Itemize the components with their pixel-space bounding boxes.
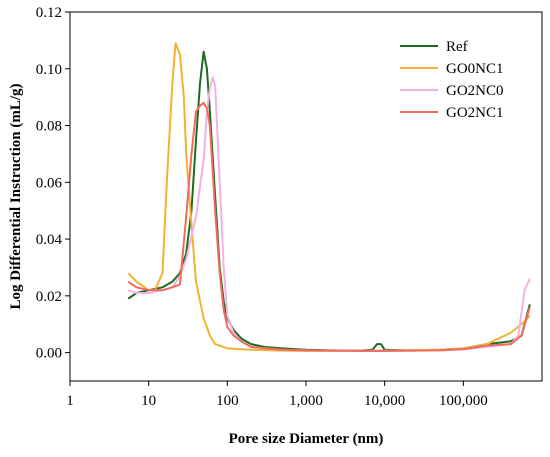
x-axis: 1 10 100 1,000 10,000 100,000 — [66, 381, 488, 409]
y-tick-label: 0.04 — [36, 232, 63, 248]
x-tick-label: 10,000 — [364, 393, 405, 409]
series-line-go2nc1 — [127, 101, 531, 352]
legend-label: GO2NC0 — [446, 83, 504, 99]
y-axis: 0.00 0.02 0.04 0.06 0.08 0.10 0.12 — [36, 5, 70, 362]
x-tick-label: 1 — [66, 393, 74, 409]
legend-label: Ref — [446, 39, 468, 55]
x-tick-label: 10 — [141, 393, 156, 409]
legend: Ref GO0NC1 GO2NC0 GO2NC1 — [400, 39, 504, 121]
legend-label: GO2NC1 — [446, 105, 504, 121]
x-tick-label: 100 — [216, 393, 239, 409]
y-tick-label: 0.00 — [36, 346, 62, 362]
x-tick-label: 100,000 — [439, 393, 488, 409]
y-axis-title: Log Differential Instruction (mL/g) — [8, 84, 24, 310]
x-tick-label: 1,000 — [289, 393, 323, 409]
y-tick-label: 0.10 — [36, 62, 62, 78]
legend-label: GO0NC1 — [446, 61, 504, 77]
x-axis-title: Pore size Diameter (nm) — [229, 431, 384, 447]
y-tick-label: 0.08 — [36, 119, 62, 135]
series-lines — [127, 42, 531, 352]
y-tick-label: 0.12 — [36, 5, 62, 21]
y-tick-label: 0.06 — [36, 175, 63, 191]
y-tick-label: 0.02 — [36, 289, 62, 305]
